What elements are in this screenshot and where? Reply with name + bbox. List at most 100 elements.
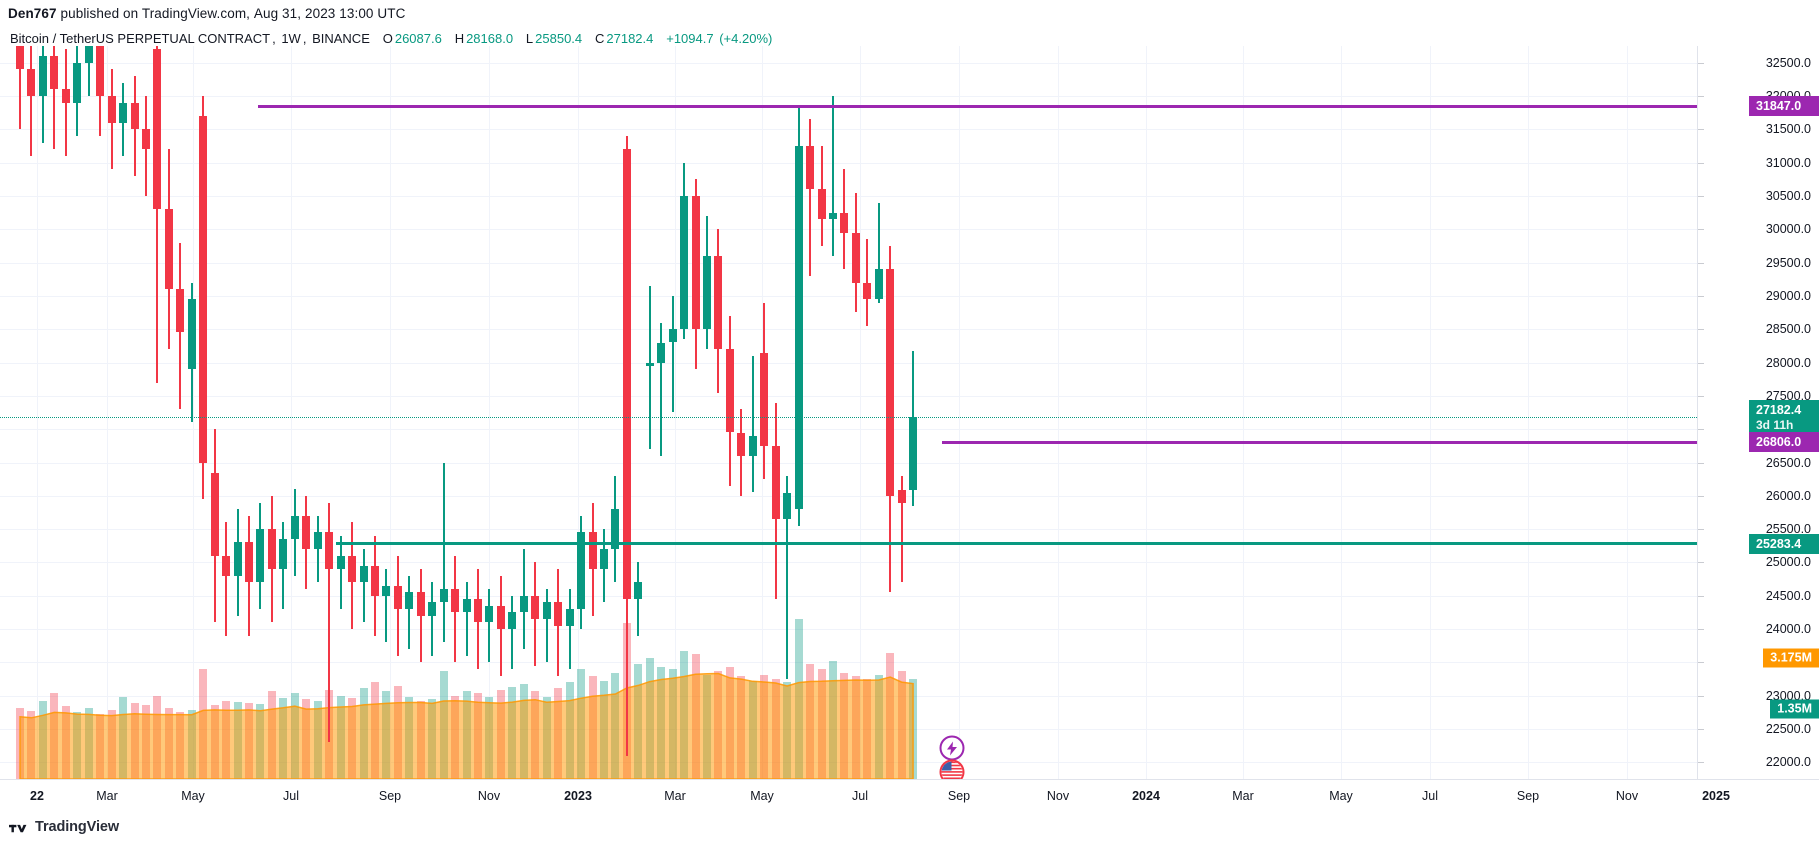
- candle-wick: [53, 46, 56, 150]
- candle-body: [141, 129, 150, 150]
- candle-body: [588, 532, 597, 569]
- midline-tag[interactable]: 26806.0: [1749, 432, 1819, 453]
- last-price-tag[interactable]: 27182.4 3d 11h: [1749, 400, 1819, 434]
- candle-body: [680, 195, 689, 330]
- candle-body: [233, 542, 242, 576]
- candle-wick: [431, 582, 434, 656]
- candle-body: [38, 56, 47, 96]
- candle-body: [451, 589, 460, 613]
- candle-body: [783, 492, 792, 520]
- candle-body: [794, 146, 803, 510]
- price-tick-label: 25000.0: [1765, 555, 1811, 570]
- support-line[interactable]: [336, 542, 1697, 545]
- publisher-line: Den767 published on TradingView.com, Aug…: [8, 6, 405, 21]
- candle-body: [725, 349, 734, 433]
- candle-wick: [809, 119, 811, 276]
- midline-tag-value: 26806.0: [1756, 435, 1802, 450]
- candle-body: [462, 599, 471, 613]
- legend-low-value: 25850.4: [535, 31, 583, 46]
- candle-wick: [30, 46, 33, 156]
- time-gridline: [860, 46, 861, 779]
- price-tick-label: 25500.0: [1765, 522, 1811, 537]
- price-tick-mark: [1698, 262, 1704, 264]
- price-tick-mark: [1698, 695, 1704, 697]
- candle-body: [817, 189, 826, 220]
- candle-body: [565, 609, 574, 626]
- price-tick-mark: [1698, 96, 1704, 97]
- time-tick-label: May: [1329, 789, 1353, 803]
- time-tick-label: 22: [30, 789, 44, 803]
- candle-body: [874, 269, 883, 300]
- price-axis[interactable]: 32500.032000.031500.031000.030500.030000…: [1697, 46, 1819, 779]
- time-gridline: [107, 46, 108, 779]
- price-tick-mark: [1698, 462, 1704, 464]
- volume-ma-tag[interactable]: 3.175M: [1763, 648, 1819, 668]
- price-tick-label: 24500.0: [1765, 588, 1811, 603]
- support-tag-value: 25283.4: [1756, 536, 1802, 551]
- candle-body: [348, 555, 356, 583]
- candle-wick: [831, 96, 834, 256]
- candle-body: [496, 605, 505, 629]
- chart-plot-area[interactable]: [0, 46, 1697, 779]
- volume-last-tag[interactable]: 1.35M: [1770, 699, 1819, 719]
- candle-body: [302, 515, 311, 550]
- candle-body: [199, 116, 208, 463]
- candle-body: [531, 595, 540, 620]
- chart-legend[interactable]: Bitcoin / TetherUS PERPETUAL CONTRACT, 1…: [10, 31, 774, 46]
- candle-wick: [362, 549, 365, 623]
- candle-body: [760, 352, 769, 446]
- price-gridline: [0, 495, 1697, 497]
- price-tick-label: 22500.0: [1765, 722, 1811, 736]
- candle-body: [290, 515, 299, 540]
- resistance-line[interactable]: [258, 104, 1697, 108]
- candle-wick: [671, 295, 674, 413]
- mid-resistance-line[interactable]: [942, 440, 1697, 444]
- price-gridline: [0, 629, 1697, 631]
- price-gridline: [0, 429, 1697, 431]
- price-tick-label: 29500.0: [1765, 255, 1811, 270]
- legend-symbol[interactable]: Bitcoin / TetherUS PERPETUAL CONTRACT: [10, 31, 271, 46]
- publisher-name: Den767: [8, 6, 57, 21]
- price-tick-mark: [1698, 595, 1704, 597]
- legend-low-label: L: [525, 31, 534, 46]
- time-tick-label: Sep: [1516, 789, 1540, 803]
- candle-body: [245, 542, 253, 583]
- last-price-dotted-line: [0, 417, 1697, 418]
- tradingview-logo[interactable]: TradingView: [9, 819, 119, 835]
- candle-wick: [465, 582, 468, 656]
- candle-body: [416, 592, 425, 616]
- resistance-tag[interactable]: 31847.0: [1749, 96, 1819, 117]
- price-tick-mark: [1698, 529, 1704, 531]
- price-gridline: [0, 329, 1697, 331]
- candle-wick: [442, 462, 445, 643]
- legend-exchange[interactable]: BINANCE: [312, 31, 370, 46]
- legend-interval[interactable]: 1W: [281, 31, 301, 46]
- time-tick-label: Sep: [947, 789, 971, 803]
- candle-body: [634, 582, 643, 600]
- candle-body: [382, 585, 391, 596]
- candle-body: [863, 282, 872, 300]
- price-gridline: [0, 529, 1697, 531]
- legend-change-pct: (+4.20%): [719, 31, 773, 46]
- candle-body: [222, 555, 231, 576]
- support-tag[interactable]: 25283.4: [1749, 533, 1819, 554]
- time-gridline: [675, 46, 676, 779]
- event-flag-badge[interactable]: [939, 759, 965, 779]
- legend-close-value: 27182.4: [606, 31, 654, 46]
- tradingview-logo-text: TradingView: [35, 819, 120, 835]
- time-axis[interactable]: 22 Mar May Jul Sep Nov 2023 Mar May Jul Sep Nov 2024…: [0, 779, 1819, 813]
- candle-wick: [328, 502, 331, 743]
- candle-wick: [385, 569, 388, 643]
- price-tick-mark: [1698, 362, 1704, 364]
- price-tick-mark: [1698, 162, 1704, 164]
- time-tick-label: Mar: [96, 789, 118, 803]
- candle-body: [897, 490, 906, 503]
- candle-body: [16, 46, 24, 70]
- event-bolt-badge[interactable]: [939, 735, 965, 761]
- price-tick-mark: [1698, 762, 1704, 764]
- candle-wick: [156, 46, 159, 383]
- candle-wick: [545, 589, 548, 663]
- legend-open-value: 26087.6: [394, 31, 442, 46]
- price-tick-mark: [1698, 295, 1704, 297]
- candle-wick: [316, 515, 319, 583]
